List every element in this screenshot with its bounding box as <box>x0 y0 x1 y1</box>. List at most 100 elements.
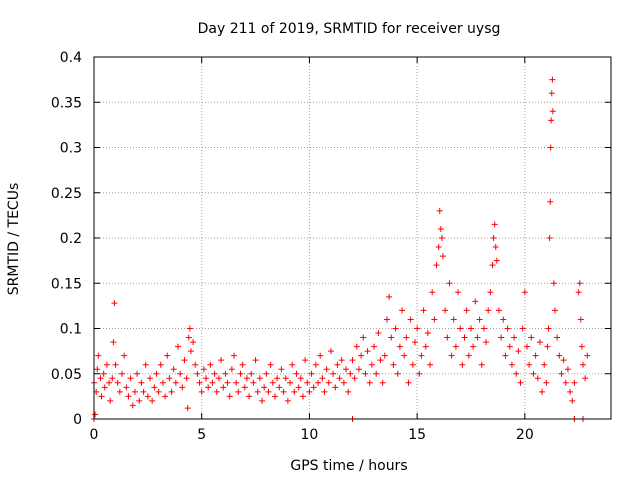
y-tick-label: 0.2 <box>60 231 82 247</box>
data-point <box>276 384 283 391</box>
data-point <box>577 316 584 323</box>
data-point <box>106 379 113 386</box>
data-point <box>539 388 546 395</box>
data-point <box>562 379 569 386</box>
data-point <box>418 352 425 359</box>
data-point <box>495 307 502 314</box>
data-point <box>233 379 240 386</box>
data-point <box>549 76 556 83</box>
data-point <box>465 352 472 359</box>
data-point <box>332 384 339 391</box>
data-point <box>362 370 369 377</box>
data-point <box>338 357 345 364</box>
data-point <box>483 339 490 346</box>
data-point <box>166 375 173 382</box>
y-tick-label: 0.25 <box>51 186 82 202</box>
y-tick-label: 0.35 <box>51 95 82 111</box>
data-point <box>103 361 110 368</box>
data-point <box>218 357 225 364</box>
data-point <box>101 384 108 391</box>
data-point <box>231 352 238 359</box>
data-point <box>147 375 154 382</box>
data-point <box>196 379 203 386</box>
data-point <box>345 388 352 395</box>
data-point <box>386 293 393 300</box>
data-point <box>493 257 500 264</box>
data-point <box>490 235 497 241</box>
data-point <box>381 352 388 359</box>
data-point <box>353 343 360 350</box>
data-point <box>207 361 214 368</box>
data-point <box>327 348 334 355</box>
data-point <box>209 379 216 386</box>
data-point <box>205 384 212 391</box>
data-point <box>159 379 166 386</box>
data-point <box>98 393 105 400</box>
data-point <box>274 375 281 382</box>
data-point <box>438 235 445 241</box>
data-point <box>571 379 578 386</box>
data-point <box>500 316 507 323</box>
y-axis-label: SRMTID / TECUs <box>6 183 22 296</box>
data-point <box>582 375 589 382</box>
data-point <box>474 334 481 341</box>
data-point <box>186 325 193 332</box>
data-point <box>377 357 384 364</box>
data-point <box>94 366 101 373</box>
data-point <box>371 343 378 350</box>
data-point <box>416 370 423 377</box>
data-point <box>138 379 145 386</box>
data-point <box>269 379 276 386</box>
data-point <box>267 361 274 368</box>
data-point <box>310 384 317 391</box>
data-point <box>198 388 205 395</box>
data-point <box>534 375 541 382</box>
data-point <box>235 388 242 395</box>
data-point <box>155 388 162 395</box>
data-point <box>457 325 464 332</box>
x-tick-label: 5 <box>197 427 206 443</box>
data-point <box>528 334 535 341</box>
data-point <box>250 379 257 386</box>
data-point <box>284 397 291 404</box>
data-point <box>508 361 515 368</box>
data-point <box>506 343 513 350</box>
data-point <box>254 388 261 395</box>
data-point <box>403 334 410 341</box>
data-point <box>157 361 164 368</box>
data-point <box>170 366 177 373</box>
data-point <box>411 339 418 346</box>
data-point <box>109 375 116 382</box>
data-point <box>194 370 201 377</box>
data-point <box>450 316 457 323</box>
y-tick-label: 0 <box>73 412 82 428</box>
data-point <box>523 343 530 350</box>
data-point <box>306 388 313 395</box>
data-point <box>554 334 561 341</box>
data-point <box>149 397 156 404</box>
data-point <box>492 244 499 251</box>
data-point <box>304 379 311 386</box>
data-point <box>319 375 326 382</box>
data-point <box>407 316 414 323</box>
data-point <box>237 370 244 377</box>
axis-ticks: 0 5 10 15 20 0 0.05 0.1 0.15 0.2 0.25 0.3 0.35 0.4 <box>51 50 611 443</box>
data-point <box>502 352 509 359</box>
data-point <box>323 366 330 373</box>
data-point <box>575 289 582 296</box>
data-point <box>295 384 302 391</box>
data-point <box>556 352 563 359</box>
y-tick-label: 0.1 <box>60 322 82 338</box>
data-point <box>246 393 253 400</box>
data-point <box>545 325 552 332</box>
data-point <box>373 370 380 377</box>
data-point <box>459 361 466 368</box>
data-point <box>355 366 362 373</box>
data-point <box>140 388 147 395</box>
data-point <box>131 388 138 395</box>
data-point <box>358 352 365 359</box>
x-tick-label: 20 <box>516 427 534 443</box>
chart-title: Day 211 of 2019, SRMTID for receiver uys… <box>198 21 501 37</box>
data-point <box>239 361 246 368</box>
data-point <box>134 370 141 377</box>
